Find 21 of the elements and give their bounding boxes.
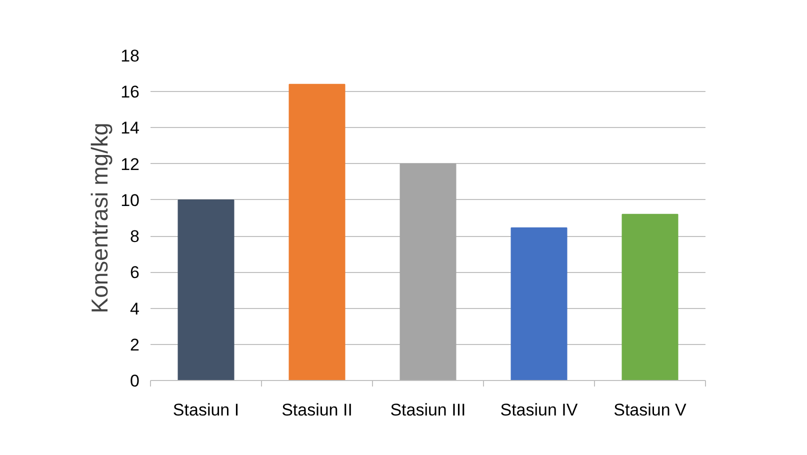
y-tick-label: 2 <box>130 335 140 354</box>
y-tick-label: 8 <box>130 227 140 246</box>
x-tick-label: Stasiun V <box>614 400 688 420</box>
y-tick-label: 0 <box>130 372 140 390</box>
y-axis-title: Konsentrasi mg/kg <box>86 122 113 314</box>
x-tick-label: Stasiun I <box>172 400 240 420</box>
x-tick-label: Stasiun III <box>390 400 466 420</box>
bar <box>178 199 234 380</box>
y-tick-label: 18 <box>120 46 140 66</box>
bar <box>622 214 678 380</box>
x-tick-label: Stasiun II <box>282 400 352 420</box>
y-tick-label: 14 <box>120 118 140 138</box>
x-tick-label: Stasiun IV <box>500 400 578 420</box>
y-tick-label: 10 <box>120 190 140 210</box>
bar <box>400 163 456 380</box>
y-tick-label: 16 <box>120 82 140 102</box>
y-tick-label: 12 <box>120 154 140 174</box>
y-tick-label: 6 <box>130 263 140 282</box>
y-tick-label: 4 <box>130 299 140 318</box>
bar <box>288 84 346 380</box>
bar <box>510 227 568 380</box>
